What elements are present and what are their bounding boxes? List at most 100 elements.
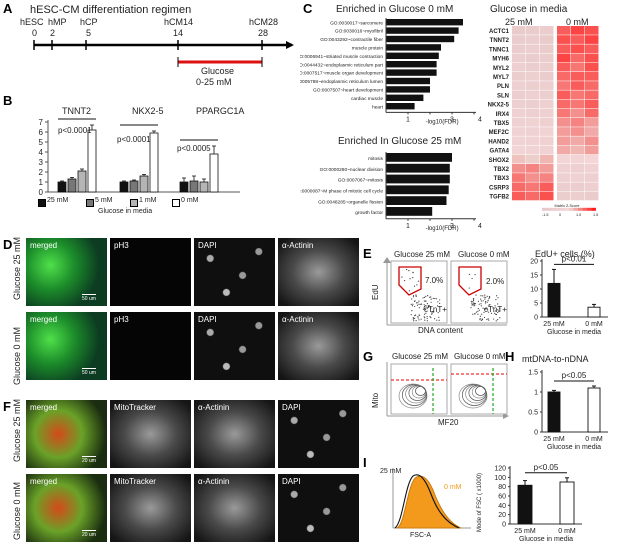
e-bar-ytick-label-3: 15 xyxy=(530,273,538,280)
stage-hesc: hESC xyxy=(20,17,44,27)
flow-event xyxy=(497,319,499,321)
flow-event xyxy=(472,298,475,300)
heat-cell-0-4 xyxy=(571,26,585,35)
go-xtick-label-glc0-3: 3 xyxy=(450,116,454,123)
micrograph-label: DAPI xyxy=(198,315,217,324)
histogram-0mm xyxy=(396,475,462,529)
flow-event xyxy=(429,296,431,298)
micrograph-f-25mm-actinin: α-Actinin xyxy=(194,400,275,468)
flow-event xyxy=(484,298,486,300)
legend-b: 25 mM 5 mM 1 mM 0 mM xyxy=(38,197,288,207)
go-xlabel-glc25: -log10(FDR) xyxy=(426,226,459,232)
flow-event xyxy=(472,301,474,303)
flow-event xyxy=(428,306,430,308)
flow-event xyxy=(437,312,439,314)
flow-g-title-25mm: Glucose 25 mM xyxy=(392,352,449,361)
flow-event xyxy=(425,312,427,314)
i-bar-ytick-label-1: 20 xyxy=(498,512,506,519)
flow-event xyxy=(430,307,432,309)
flow-event xyxy=(480,305,482,307)
heat-cell-6-1 xyxy=(526,81,540,90)
heat-cell-0-1 xyxy=(526,26,540,35)
flow-event xyxy=(430,311,433,313)
gene-ppargc1a: PPARGC1A xyxy=(196,106,245,116)
heat-gene-actc1: ACTC1 xyxy=(489,29,510,35)
heat-cell-9-5 xyxy=(585,108,599,118)
flow-plots-g xyxy=(386,362,509,419)
flow-event xyxy=(479,317,481,320)
flow-event xyxy=(428,304,430,307)
go-xtick-label-glc0-1: 1 xyxy=(406,116,410,123)
fsc-bar-chart: 0 20 40 60 80 100 120 25 mM 0 mM p<0.05 Glucose in… xyxy=(494,463,582,543)
flow-event xyxy=(486,301,488,303)
heat-cell-3-3 xyxy=(557,53,571,63)
flow-event xyxy=(497,303,499,305)
pval-ppargc1a: p<0.0005 xyxy=(177,144,211,153)
flow-event xyxy=(499,310,501,312)
heat-cell-11-2 xyxy=(540,127,554,136)
heat-cell-11-3 xyxy=(557,127,571,136)
e-bar-ytick-label-1: 5 xyxy=(534,301,538,308)
flow-event xyxy=(478,309,480,311)
microscopy-grid-d: merged 50 um pH3 DAPI α-Actinin merged 50 um pH… xyxy=(26,238,364,383)
heat-gene-myl7: MYL7 xyxy=(493,75,510,81)
heat-cell-9-0 xyxy=(512,108,526,118)
h-bar-xcat-1: 0 mM xyxy=(585,436,603,443)
heat-cell-13-0 xyxy=(512,145,526,155)
scale-bar: 20 um xyxy=(82,456,96,464)
flow-event xyxy=(434,318,436,320)
b-ytick-label-1: 1 xyxy=(39,178,44,187)
day-5: 5 xyxy=(86,28,92,38)
heat-cell-4-1 xyxy=(526,62,540,72)
gate-pct-0mm: 2.0% xyxy=(486,277,505,286)
micrograph-label: α-Actinin xyxy=(282,241,314,250)
micrograph-label: α-Actinin xyxy=(198,477,230,486)
gate-25mm xyxy=(398,266,422,296)
flow-event xyxy=(480,298,482,300)
flow-event xyxy=(470,300,473,302)
flow-event xyxy=(432,297,434,300)
bar-nkx2-5-0 xyxy=(119,181,129,193)
flow-event xyxy=(414,317,416,319)
heat-gene-tbx3: TBX3 xyxy=(494,176,510,182)
flow-event xyxy=(474,312,476,315)
heat-gene-tbx2: TBX2 xyxy=(494,167,510,173)
contour-0-5 xyxy=(415,386,426,396)
scale-bar: 20 um xyxy=(82,530,96,538)
micrograph-label: merged xyxy=(30,403,58,412)
day-14: 14 xyxy=(173,28,184,38)
micrograph-label: merged xyxy=(30,477,58,486)
heat-cell-11-5 xyxy=(585,127,599,136)
flow-event xyxy=(493,318,495,320)
gene-tnnt2: TNNT2 xyxy=(62,106,91,116)
heat-cell-0-0 xyxy=(512,26,526,35)
micrograph-label: DAPI xyxy=(282,477,301,486)
b-ytick-label-2: 2 xyxy=(39,168,44,177)
heat-legend-step-8 xyxy=(578,207,583,211)
contour-1-5 xyxy=(475,386,486,396)
heat-legend-title: Matrix Z-Score xyxy=(555,204,580,208)
heat-cell-17-4 xyxy=(571,182,585,192)
flow-event xyxy=(480,319,483,322)
heat-cell-14-3 xyxy=(557,154,571,164)
e-bar-pval: p<0.01 xyxy=(562,255,587,263)
flow-event xyxy=(473,302,475,305)
heat-legend-step-11 xyxy=(591,207,596,211)
flow-event xyxy=(487,309,489,311)
flow-event xyxy=(482,295,484,297)
flow-event xyxy=(487,300,489,302)
gate-label-25mm: cTnT+ xyxy=(424,305,447,314)
go-label-glc0-3: muscle protein xyxy=(352,46,384,52)
heat-cell-6-0 xyxy=(512,81,526,90)
heat-cell-7-5 xyxy=(585,90,599,100)
i-bar-bar-1 xyxy=(559,481,575,525)
panel-letter-b: B xyxy=(3,93,13,108)
flow-event xyxy=(485,308,487,310)
go-bar-glc25-4 xyxy=(386,196,447,205)
heat-cell-8-0 xyxy=(512,99,526,109)
e-bar-xcat-1: 0 mM xyxy=(585,321,603,328)
flow-event xyxy=(420,318,422,320)
heat-cell-9-4 xyxy=(571,108,585,118)
flow-event xyxy=(484,300,487,303)
heat-cell-16-3 xyxy=(557,173,571,182)
